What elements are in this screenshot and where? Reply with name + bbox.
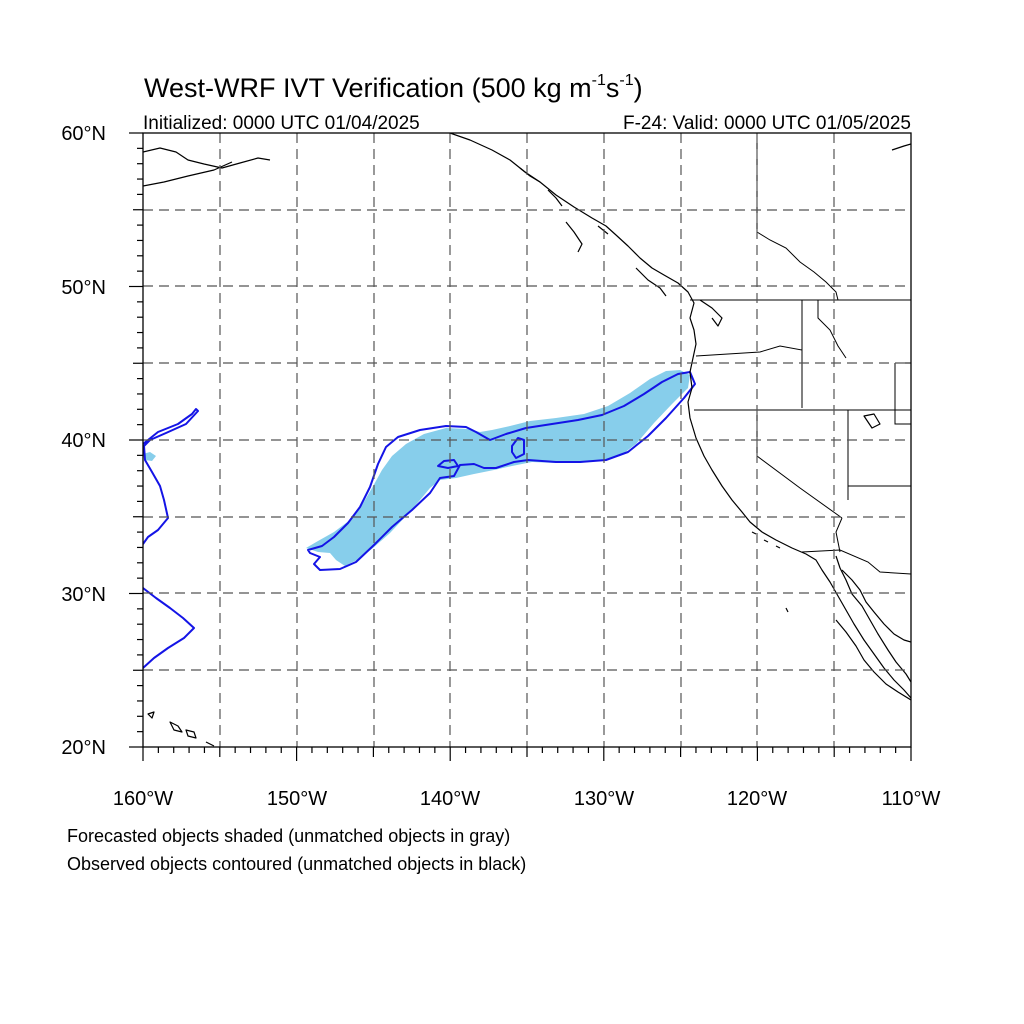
lat-label-20n: 20°N: [61, 737, 106, 759]
mainland-mexico-coastline: [835, 619, 911, 701]
observed-ivt-contour-west-north: [143, 408, 199, 545]
us-state-borders: [694, 300, 911, 553]
graticule: [143, 133, 911, 747]
map-title: West-WRF IVT Verification (500 kg m-1s-1…: [144, 72, 643, 103]
us-mexico-border: [801, 549, 911, 575]
north-america-coastline: [449, 133, 911, 699]
observed-ivt-contour-islet: [511, 437, 525, 459]
baja-california-coastline: [835, 555, 911, 683]
footer-note-forecast: Forecasted objects shaded (unmatched obj…: [67, 826, 510, 846]
valid-time-label: F-24: Valid: 0000 UTC 01/05/2025: [623, 113, 911, 134]
lon-label-110w: 110°W: [882, 788, 941, 810]
lat-label-60n: 60°N: [61, 123, 106, 145]
canada-province-border: [756, 133, 839, 301]
alaska-coastline: [143, 147, 271, 187]
lon-label-150w: 150°W: [267, 788, 327, 810]
map-panel: [129, 132, 912, 761]
lon-label-140w: 140°W: [420, 788, 480, 810]
axis-tick-marks: [129, 132, 912, 761]
great-salt-lake: [863, 413, 881, 429]
lat-label-30n: 30°N: [61, 584, 106, 606]
latitude-labels: 60°N 50°N 40°N 30°N 20°N: [61, 123, 106, 759]
footer-note-observed: Observed objects contoured (unmatched ob…: [67, 854, 526, 874]
hawaii-islands: [147, 711, 215, 747]
alaska-panhandle-islands: [519, 167, 723, 327]
forecast-ivt-fragment: [143, 452, 156, 461]
lat-label-50n: 50°N: [61, 277, 106, 299]
lon-label-160w: 160°W: [113, 788, 173, 810]
observed-ivt-contour-inner: [437, 459, 459, 469]
gulf-coastline: [841, 569, 911, 643]
lon-label-120w: 120°W: [727, 788, 787, 810]
channel-islands: [751, 531, 789, 613]
init-time-label: Initialized: 0000 UTC 01/04/2025: [143, 113, 420, 134]
northeast-coastline: [891, 143, 911, 151]
observed-ivt-contour-west-south: [143, 587, 195, 669]
lat-label-40n: 40°N: [61, 430, 106, 452]
longitude-labels: 160°W 150°W 140°W 130°W 120°W 110°W: [113, 788, 941, 810]
observed-ivt-contour-main: [307, 371, 696, 571]
lon-label-130w: 130°W: [574, 788, 634, 810]
